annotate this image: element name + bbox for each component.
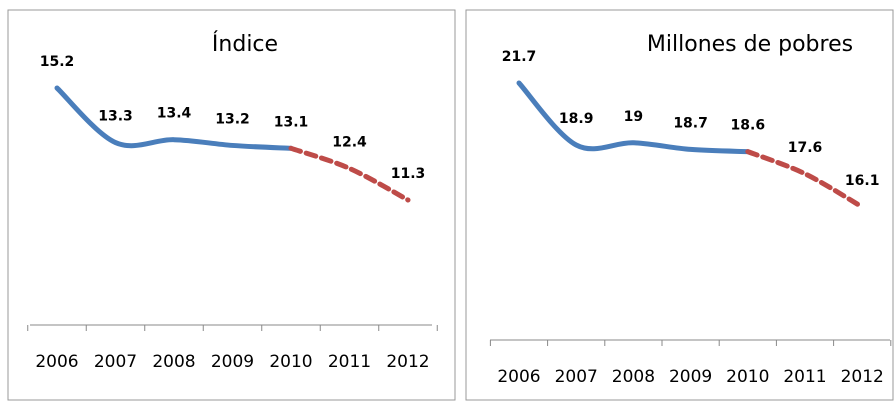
x-tick-label: 2012 [386, 352, 429, 372]
x-tick-label: 2008 [152, 352, 195, 372]
line [516, 80, 751, 155]
x-tick-label: 2009 [669, 367, 712, 387]
chart-title: Millones de pobres [647, 32, 853, 57]
chart-title: Índice [212, 31, 278, 57]
data-label: 16.1 [845, 173, 880, 189]
x-tick-label: 2006 [35, 352, 78, 372]
line [54, 85, 294, 151]
data-label: 13.2 [215, 111, 250, 127]
data-label: 18.9 [559, 111, 594, 127]
x-tick-label: 2010 [726, 367, 769, 387]
line [288, 145, 411, 203]
x-tick-label: 2010 [269, 352, 312, 372]
data-label: 19 [624, 109, 643, 125]
x-tick-label: 2008 [612, 367, 655, 387]
x-tick-label: 2011 [328, 352, 371, 372]
panel-left [7, 9, 456, 401]
data-label: 12.4 [332, 134, 367, 150]
panel-right [465, 9, 894, 401]
x-tick-label: 2007 [94, 352, 137, 372]
data-label: 18.7 [673, 115, 708, 131]
x-tick-label: 2006 [497, 367, 540, 387]
line [745, 149, 865, 210]
data-label: 17.6 [788, 140, 823, 156]
x-tick-label: 2011 [783, 367, 826, 387]
data-label: 13.3 [98, 109, 133, 125]
data-label: 11.3 [391, 166, 426, 182]
data-label: 15.2 [40, 54, 75, 70]
data-label: 13.4 [157, 106, 192, 122]
data-label: 21.7 [502, 49, 537, 65]
data-label: 18.6 [731, 118, 766, 134]
x-tick-label: 2009 [211, 352, 254, 372]
x-tick-label: 2007 [555, 367, 598, 387]
data-label: 13.1 [274, 114, 309, 130]
x-tick-label: 2012 [841, 367, 884, 387]
